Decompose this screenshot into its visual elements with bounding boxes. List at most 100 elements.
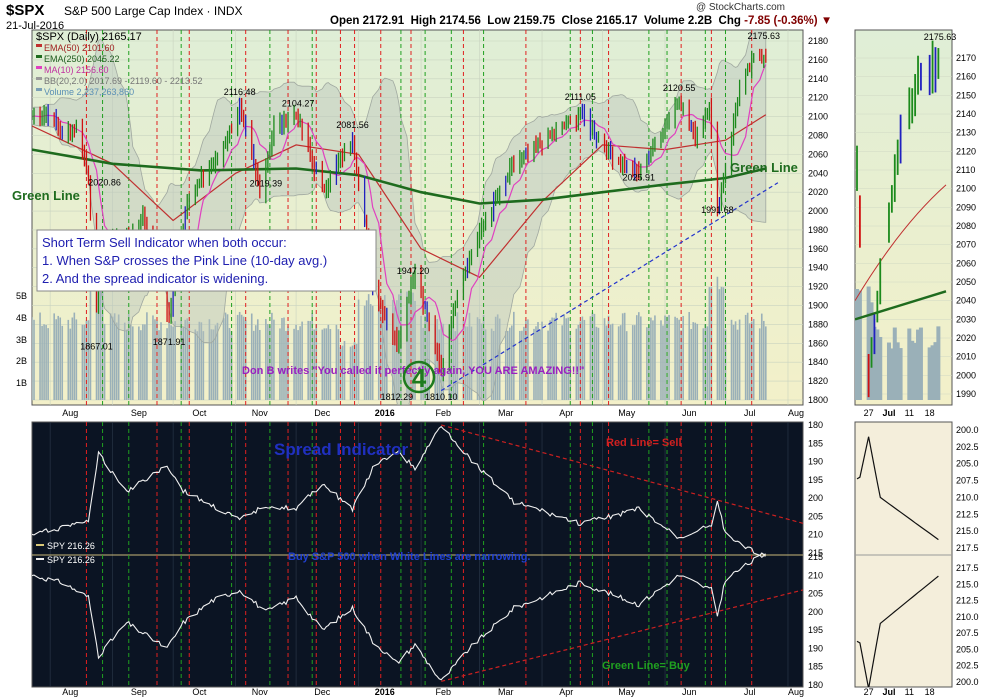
y-tick-label: 215 xyxy=(808,548,823,558)
volume-bar xyxy=(892,327,897,400)
volume-bar xyxy=(494,316,497,400)
volume-bar xyxy=(39,312,41,400)
volume-bar xyxy=(377,294,380,400)
volume-bar xyxy=(87,320,90,400)
volume-bar xyxy=(198,321,201,400)
volume-bar xyxy=(83,324,86,400)
volume-bar xyxy=(654,315,656,400)
y-tick-label: 215.0 xyxy=(956,579,979,589)
volume-bar xyxy=(533,328,535,400)
volume-bar xyxy=(196,331,199,400)
y-tick-label: 205.0 xyxy=(956,459,979,469)
volume-bar xyxy=(41,325,43,400)
volume-bar xyxy=(313,329,316,400)
volume-bar xyxy=(730,319,733,400)
y-tick-label: 215.0 xyxy=(956,526,979,536)
legend-volume: Volume 2,237,263,860 xyxy=(44,87,134,97)
spread-title: Spread Indicator xyxy=(274,440,409,459)
volume-bar xyxy=(335,324,338,400)
volume-bar xyxy=(480,323,483,400)
volume-bar xyxy=(267,324,269,400)
volume-tick-label: 5B xyxy=(16,291,27,301)
volume-bar xyxy=(652,320,654,400)
y-tick-label: 200.0 xyxy=(956,425,979,435)
volume-bar xyxy=(420,315,422,400)
x-tick-label: Nov xyxy=(252,687,269,697)
volume-bar xyxy=(307,320,309,400)
volume-bar xyxy=(214,325,217,400)
volume-bar xyxy=(688,312,691,400)
volume-bar xyxy=(355,343,358,400)
x-tick-label: Oct xyxy=(192,687,207,697)
volume-bar xyxy=(855,289,859,400)
volume-bar xyxy=(595,326,598,400)
y-tick-label: 190 xyxy=(808,457,823,467)
volume-bar xyxy=(456,312,459,400)
volume-bar xyxy=(349,346,352,400)
y-tick-label: 1900 xyxy=(808,301,828,311)
bollinger-band xyxy=(32,30,767,405)
volume-bar xyxy=(927,347,932,400)
volume-tick-label: 2B xyxy=(16,356,27,366)
volume-bar xyxy=(287,326,289,400)
volume-bar xyxy=(623,312,626,400)
volume-bar xyxy=(676,317,678,400)
volume-bar xyxy=(109,313,112,400)
x-tick-label: Jul xyxy=(744,687,756,697)
volume-bar xyxy=(593,313,596,400)
volume-bar xyxy=(567,317,570,400)
volume-bar xyxy=(254,325,257,400)
volume-bar xyxy=(549,320,551,400)
exchange-name: INDX xyxy=(213,4,243,18)
volume-bar xyxy=(357,299,360,400)
volume-bar xyxy=(55,319,57,400)
volume-bar xyxy=(99,281,102,400)
close-value: 2165.17 xyxy=(596,15,638,27)
y-tick-label: 205 xyxy=(808,511,823,521)
volume-bar xyxy=(510,325,513,400)
y-tick-label: 2180 xyxy=(808,36,828,46)
volume-bar xyxy=(744,314,747,400)
red-trend-line-lower xyxy=(441,589,803,682)
volume-bar xyxy=(379,300,382,400)
volume-bar xyxy=(694,322,697,400)
y-tick-label: 2110 xyxy=(956,165,975,175)
volume-bar xyxy=(680,330,682,400)
x-tick-label: Feb xyxy=(435,408,451,418)
volume-bar xyxy=(662,325,664,400)
volume-bar xyxy=(158,330,160,400)
volume-bar xyxy=(736,329,739,400)
volume-bar xyxy=(426,320,428,400)
volume-bar xyxy=(43,324,45,400)
volume-bar xyxy=(470,326,473,400)
box-line-1: Short Term Sell Indicator when both occu… xyxy=(42,235,287,250)
x-tick-label: Dec xyxy=(314,687,331,697)
y-tick-label: 190 xyxy=(808,643,823,653)
volume-bar xyxy=(341,345,344,400)
volume-bar xyxy=(523,326,525,400)
volume-bar xyxy=(224,312,227,400)
volume-bar xyxy=(131,326,134,400)
volume-bar xyxy=(513,311,515,400)
volume-bar xyxy=(490,328,493,400)
green-line-label-right: Green Line xyxy=(730,160,798,175)
y-tick-label: 1860 xyxy=(808,338,828,348)
volume-bar xyxy=(454,331,457,400)
chart-date: 21-Jul-2016 xyxy=(6,20,65,32)
volume-bar xyxy=(406,291,408,400)
volume-bar xyxy=(216,322,219,400)
volume-bar xyxy=(412,292,414,400)
volume-bar xyxy=(194,329,197,400)
y-tick-label: 2170 xyxy=(956,53,976,63)
volume-bar xyxy=(738,319,741,400)
volume-bar xyxy=(47,328,49,400)
volume-bar xyxy=(724,329,727,400)
volume-bar xyxy=(152,315,154,400)
legend-bb: BB(20,2.0) 2017.69 - 2119.60 - 2213.52 xyxy=(44,76,202,86)
y-tick-label: 1800 xyxy=(808,395,828,405)
volume-bar xyxy=(617,326,620,400)
price-label: 2020.86 xyxy=(88,177,121,187)
volume-bar xyxy=(577,324,580,400)
don-b-note: Don B writes "You called it perfectly ag… xyxy=(242,365,584,377)
